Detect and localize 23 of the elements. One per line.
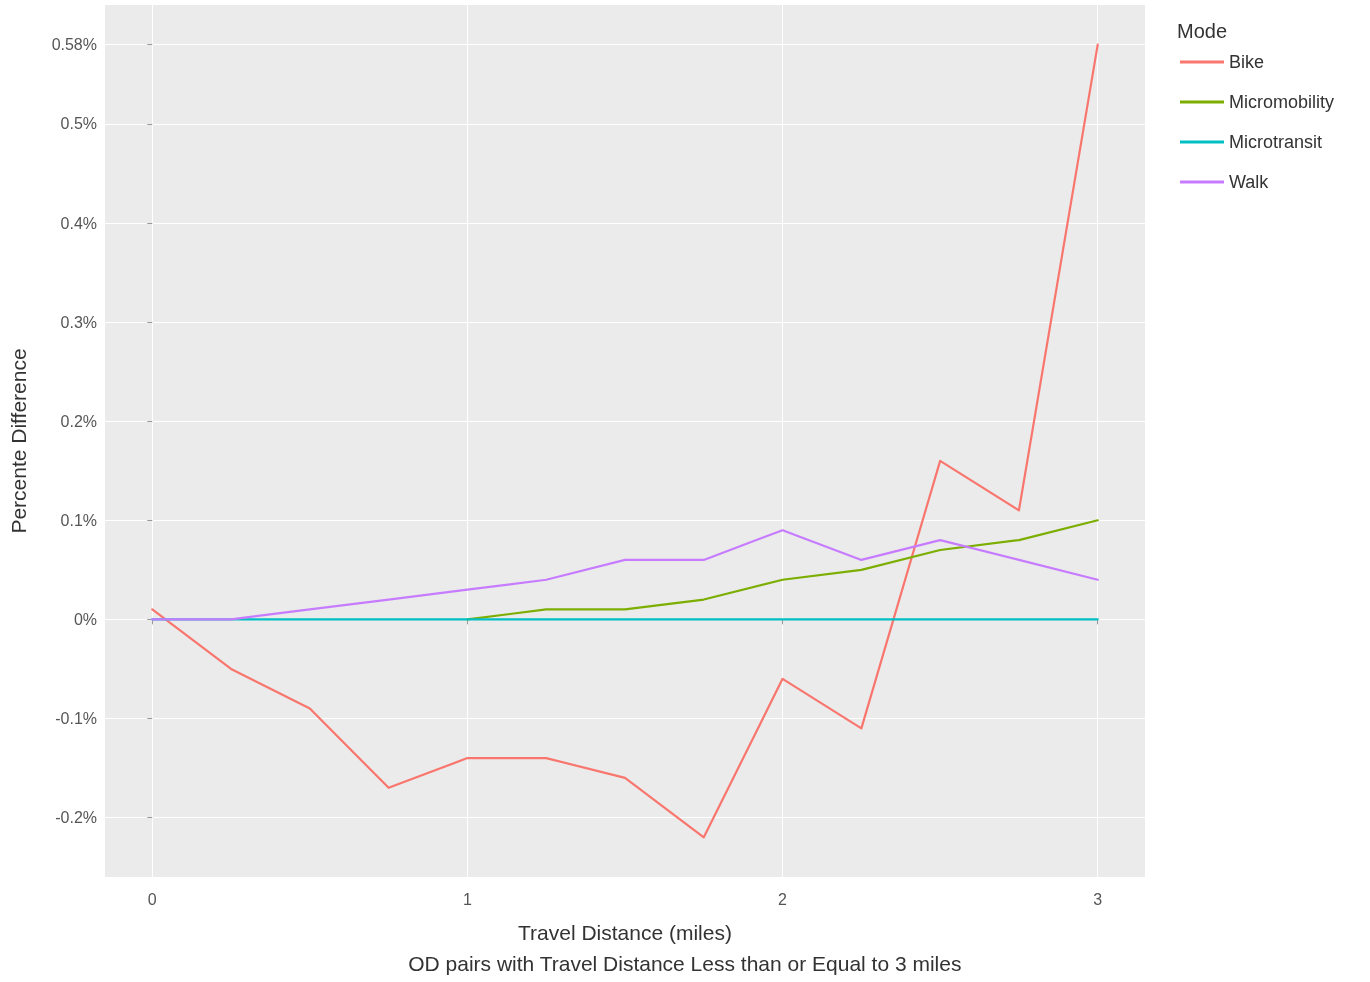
x-tick-label: 2 (778, 890, 788, 908)
y-tick-label: 0.1% (60, 511, 97, 529)
line-series (151, 43, 1099, 839)
x-tick-label: 0 (147, 890, 157, 908)
legend-title: Mode (1177, 20, 1228, 42)
y-axis-title: Percente Difference (7, 348, 30, 534)
y-tick-label: -0.2% (55, 809, 97, 827)
x-tick-label: 3 (1093, 890, 1103, 908)
y-tick-label: -0.1% (55, 709, 97, 727)
x-axis-title: Travel Distance (miles) (518, 921, 732, 944)
legend-label: Bike (1229, 52, 1265, 72)
text: OD pairs with Travel Distance Less than or Equal to 3 miles (408, 952, 962, 975)
y-tick-label: 0.3% (60, 313, 97, 331)
legend-label: Microtransit (1229, 132, 1323, 152)
y-tick-label: 0% (73, 610, 97, 628)
legend-label: Walk (1229, 172, 1270, 192)
y-tick-label: 0.4% (60, 214, 97, 232)
x-tick-label: 1 (462, 890, 472, 908)
legend-label: Micromobility (1229, 92, 1335, 112)
y-tick-label: 0.58% (51, 36, 97, 54)
y-tick-label: 0.5% (60, 115, 97, 133)
y-tick-label: 0.2% (60, 412, 97, 430)
line-series (151, 529, 1099, 621)
